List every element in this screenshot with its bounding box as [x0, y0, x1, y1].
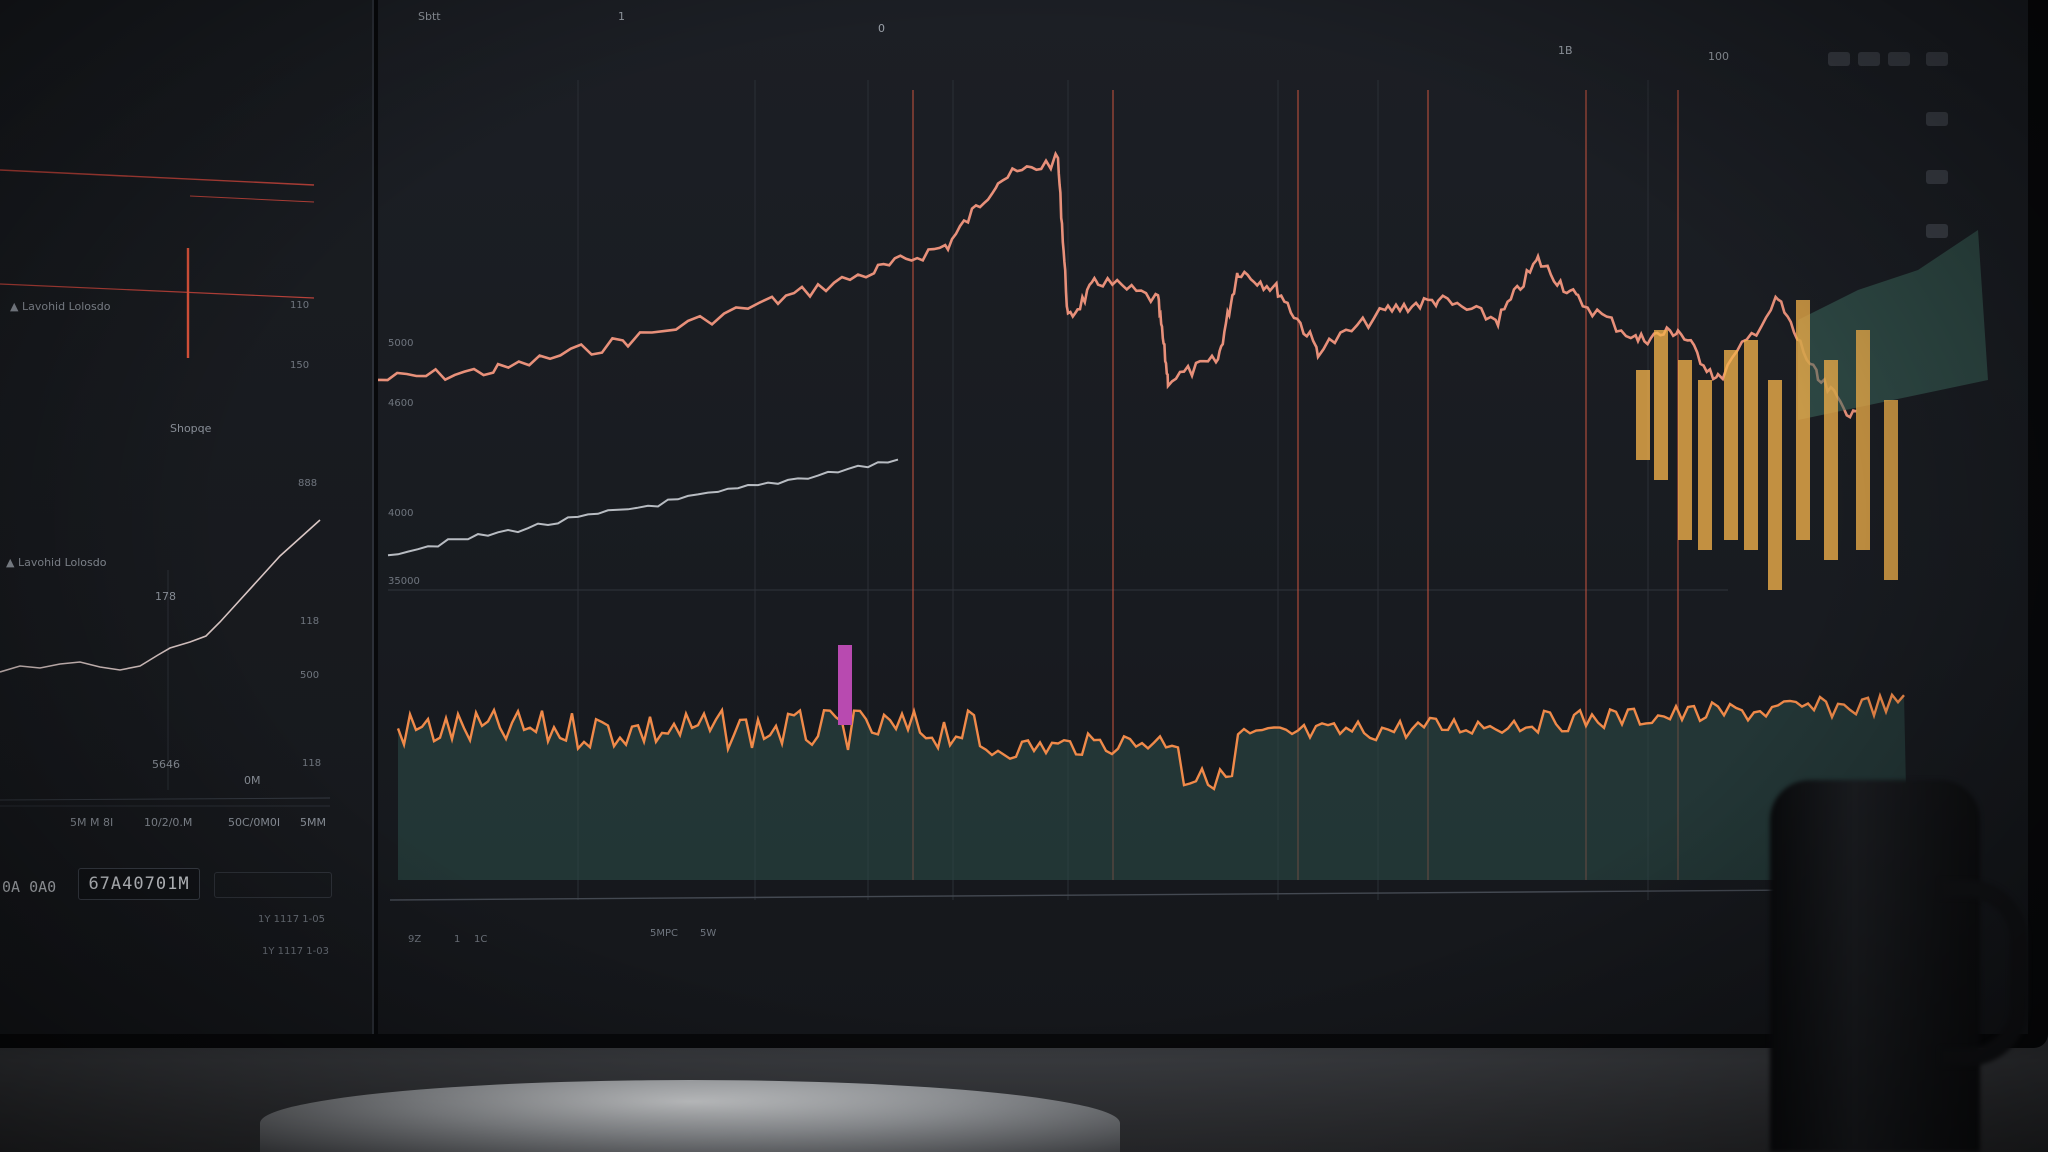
left-footer-label-1: 5M M 8I	[70, 816, 114, 829]
left-axis-value-4: 118	[300, 616, 320, 627]
volume-bar-10	[1884, 400, 1898, 580]
main-bottom-label-1: 9Z	[408, 934, 422, 945]
left-panel: ▲ Lavohid Lolosdo Shopqe ▲ Lavohid Lolos…	[0, 0, 374, 1034]
secondary-trend-line	[387, 458, 899, 557]
main-bottom-label-3: 1C	[474, 934, 488, 945]
left-footer-label-2: 10/2/0.M	[144, 816, 193, 829]
volume-bar-7	[1796, 300, 1810, 540]
left-axis-value-1: 110	[290, 300, 310, 311]
left-axis-value-2: 150	[290, 360, 310, 371]
chart-baseline	[389, 889, 1809, 901]
left-footer-label-4: 5MM	[300, 816, 326, 829]
volume-bar-6	[1768, 380, 1782, 590]
main-axis-label-2: 4600	[388, 398, 414, 409]
value-readout-field[interactable]: 67A40701M	[78, 868, 200, 900]
left-axis-value-6: 118	[302, 758, 322, 769]
left-label-0m: 0M	[244, 774, 261, 787]
left-bottom-label-1: 1Y 1117 1-05	[258, 914, 325, 925]
main-axis-label-4: 35000	[388, 576, 420, 587]
left-divider	[0, 797, 331, 801]
left-label-2: ▲ Lavohid Lolosdo	[6, 556, 107, 569]
left-red-line-2	[189, 195, 315, 203]
lower-area-fill	[398, 694, 1908, 880]
volume-bar-5	[1744, 340, 1758, 550]
left-footer-label-3: 50C/0M0I	[228, 816, 281, 829]
volume-bar-4	[1724, 350, 1738, 540]
volume-bar-2	[1678, 360, 1692, 540]
left-axis-value-5: 500	[300, 670, 320, 681]
main-axis-label-1: 5000	[388, 338, 414, 349]
volume-bar-8	[1824, 360, 1838, 560]
left-label-5646: 5646	[152, 758, 180, 771]
monitor: ▲ Lavohid Lolosdo Shopqe ▲ Lavohid Lolos…	[0, 0, 2048, 1048]
left-red-line-3	[0, 283, 315, 299]
main-bottom-label-2: 1	[454, 934, 461, 945]
coffee-cup-handle	[1940, 880, 2028, 1066]
volume-bar-1	[1654, 330, 1668, 480]
left-label-178: 178	[155, 590, 176, 603]
main-bottom-label-5: 5W	[700, 928, 717, 939]
main-axis-label-3: 4000	[388, 508, 414, 519]
volume-bar-3	[1698, 380, 1712, 550]
left-label-0: Shopqe	[170, 422, 212, 435]
left-dropdown[interactable]	[214, 872, 332, 898]
left-bottom-label-2: 1Y 1117 1-03	[262, 946, 329, 957]
left-red-line-1	[0, 169, 315, 186]
main-bottom-label-4: 5MPC	[650, 928, 679, 939]
volume-bar-0	[1636, 370, 1650, 460]
accent-bar	[838, 645, 852, 725]
left-axis-value-3: 888	[298, 478, 318, 489]
upper-price-line	[378, 150, 1857, 420]
volume-bar-9	[1856, 330, 1870, 550]
left-label-1: ▲ Lavohid Lolosdo	[10, 300, 111, 313]
left-value-readout: 0A 0A0	[2, 878, 57, 896]
